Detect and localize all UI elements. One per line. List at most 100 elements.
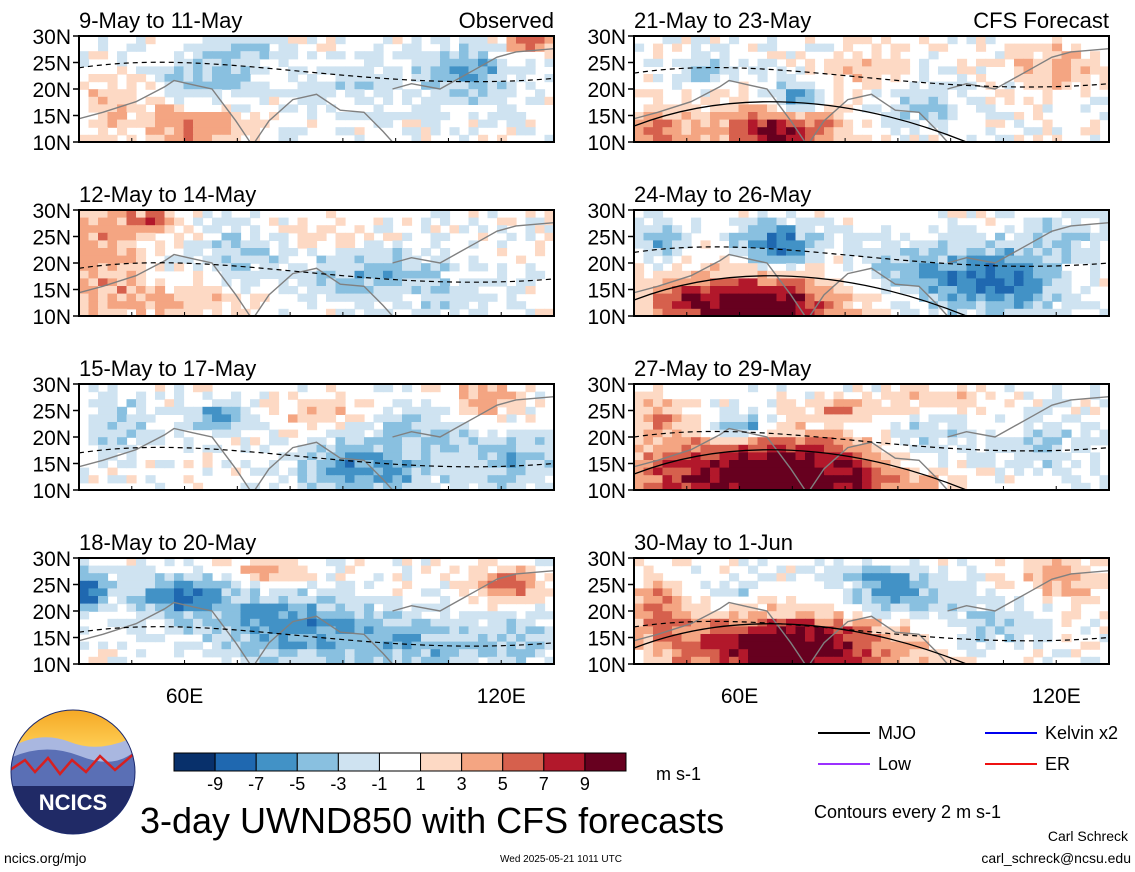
coastline (634, 427, 806, 490)
colorbar-label: 3 (457, 774, 467, 794)
y-tick-label: 30N (32, 26, 71, 49)
colorbar-swatch (420, 752, 463, 772)
mjo-contour (634, 275, 967, 316)
y-tick-label: 25N (32, 53, 71, 76)
y-tick-label: 25N (587, 53, 626, 76)
anomaly-field (634, 384, 1109, 490)
panel-title: 9-May to 11-May (79, 8, 242, 33)
y-tick-label: 20N (32, 79, 71, 102)
y-tick-label: 30N (32, 200, 71, 223)
colorbar: -9 -7 -5 -3 -1 1 3 5 7 9 m s-1 (173, 752, 701, 794)
ncics-logo: NCICS (10, 709, 136, 835)
forecast-label: CFS Forecast (973, 8, 1109, 33)
y-tick-label: 15N (587, 106, 626, 129)
contour-legend: MJO Kelvin x2 Low ER (818, 723, 1118, 774)
mjo-contour (634, 623, 967, 664)
footer-url[interactable]: ncics.org/mjo (4, 850, 87, 866)
coastline (254, 441, 394, 490)
y-tick-label: 20N (32, 427, 71, 450)
y-tick-label: 10N (587, 480, 626, 503)
footer-author: Carl Schreck (1047, 828, 1128, 844)
y-tick-label: 25N (587, 227, 626, 250)
y-tick-label: 20N (587, 79, 626, 102)
y-tick-label: 20N (587, 253, 626, 276)
colorbar-label: -5 (289, 774, 305, 794)
coastline (947, 222, 1109, 264)
y-tick-label: 25N (32, 227, 71, 250)
legend-label: Kelvin x2 (1045, 723, 1118, 743)
y-tick-label: 10N (32, 480, 71, 503)
y-tick-label: 30N (32, 548, 71, 571)
y-tick-label: 15N (32, 628, 71, 651)
panel-title: 21-May to 23-May (634, 8, 811, 33)
colorbar-label: -9 (207, 774, 223, 794)
y-tick-label: 30N (587, 26, 626, 49)
anomaly-field (79, 210, 554, 316)
panel-3: 30N 25N 20N 15N 10N 15-May to 17-May (32, 356, 555, 503)
panel-8: 30N 25N 20N 15N 10N 30-May to 1-Jun (587, 530, 1110, 677)
colorbar-swatch (173, 752, 216, 772)
mjo-contour (634, 101, 967, 142)
y-tick-label: 20N (32, 253, 71, 276)
coastline (392, 48, 554, 90)
y-tick-label: 15N (587, 628, 626, 651)
colorbar-label: -3 (330, 774, 346, 794)
panel-5: 30N 25N 20N 15N 10N 21-May to 23-May CFS Forec… (587, 8, 1110, 155)
coastline (254, 267, 394, 316)
x-tick-label: 60E (721, 685, 758, 708)
y-tick-label: 20N (587, 601, 626, 624)
x-tick-label: 120E (1032, 685, 1081, 708)
footer-email[interactable]: carl_schreck@ncsu.edu (981, 850, 1131, 866)
y-tick-label: 25N (587, 401, 626, 424)
footer-timestamp: Wed 2025-05-21 1011 UTC (500, 854, 622, 865)
y-tick-label: 10N (32, 132, 71, 155)
colorbar-swatch (461, 752, 504, 772)
y-tick-label: 10N (587, 132, 626, 155)
colorbar-unit: m s-1 (656, 764, 701, 784)
colorbar-swatch (584, 752, 627, 772)
negative-contour (79, 262, 554, 283)
y-tick-label: 15N (587, 280, 626, 303)
coastline (634, 253, 806, 316)
coastline (79, 79, 251, 142)
y-tick-label: 30N (587, 548, 626, 571)
y-tick-label: 15N (587, 454, 626, 477)
y-tick-label: 10N (32, 654, 71, 677)
figure-title: 3-day UWND850 with CFS forecasts (140, 800, 725, 841)
anomaly-field (634, 210, 1109, 316)
panel-title: 12-May to 14-May (79, 182, 256, 207)
colorbar-swatch (255, 752, 298, 772)
negative-contour (634, 620, 1109, 642)
legend-label: ER (1045, 754, 1070, 774)
coastline (809, 615, 949, 664)
coastline (947, 570, 1109, 612)
panel-title: 30-May to 1-Jun (634, 530, 793, 555)
anomaly-field (79, 36, 554, 142)
y-tick-label: 30N (587, 374, 626, 397)
negative-contour (634, 246, 1109, 267)
coastline (634, 601, 806, 664)
colorbar-swatch (337, 752, 380, 772)
y-tick-label: 10N (32, 306, 71, 329)
coastline (79, 601, 251, 664)
colorbar-swatch (543, 752, 586, 772)
y-tick-label: 15N (32, 454, 71, 477)
coastline (809, 441, 949, 490)
anomaly-field (79, 384, 554, 490)
panel-6: 30N 25N 20N 15N 10N 24-May to 26-May (587, 182, 1110, 329)
coastline (254, 615, 394, 664)
colorbar-swatch (502, 752, 545, 772)
legend-label: MJO (878, 723, 916, 743)
y-tick-label: 10N (587, 654, 626, 677)
y-tick-label: 10N (587, 306, 626, 329)
panel-title: 24-May to 26-May (634, 182, 811, 207)
y-tick-label: 25N (587, 575, 626, 598)
coastline (634, 79, 806, 142)
colorbar-swatch (296, 752, 339, 772)
anomaly-field (634, 36, 1109, 142)
panel-title: 18-May to 20-May (79, 530, 256, 555)
negative-contour (79, 626, 554, 647)
colorbar-label: -7 (248, 774, 264, 794)
coastline (79, 427, 251, 490)
